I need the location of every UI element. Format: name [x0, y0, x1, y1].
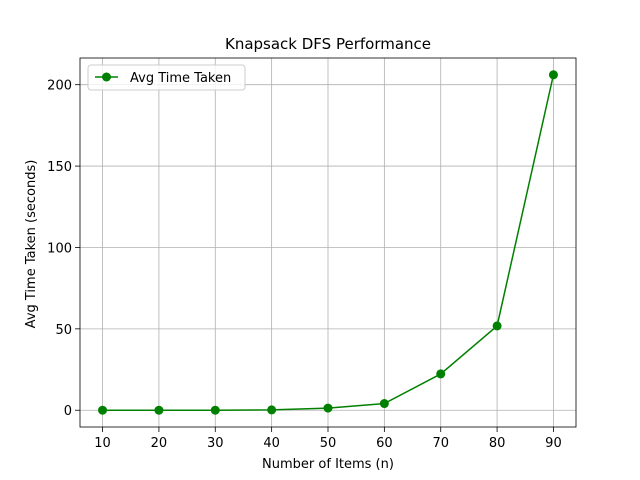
- data-point: [267, 405, 277, 415]
- x-tick-label: 90: [545, 436, 562, 451]
- x-tick-label: 80: [489, 436, 506, 451]
- x-axis-label: Number of Items (n): [262, 457, 394, 472]
- x-tick-label: 30: [207, 436, 224, 451]
- ticks: 10 20 30 40 50 60 70 80 90 0 50 100 150 200: [47, 79, 562, 451]
- x-tick-label: 10: [94, 436, 111, 451]
- data-point: [98, 405, 108, 415]
- chart-title: Knapsack DFS Performance: [225, 35, 431, 53]
- y-tick-label: 50: [55, 323, 72, 338]
- y-tick-label: 150: [47, 160, 72, 175]
- data-point: [379, 399, 389, 409]
- x-tick-label: 70: [432, 436, 449, 451]
- x-tick-label: 20: [151, 436, 168, 451]
- data-point: [154, 405, 164, 415]
- y-tick-label: 200: [47, 79, 72, 94]
- data-point: [210, 405, 220, 415]
- y-tick-label: 100: [47, 241, 72, 256]
- legend-entry: Avg Time Taken: [130, 71, 231, 86]
- x-tick-label: 50: [320, 436, 337, 451]
- data-point: [492, 321, 502, 331]
- series: [98, 70, 558, 415]
- y-axis-label: Avg Time Taken (seconds): [24, 160, 39, 329]
- y-tick-label: 0: [64, 404, 72, 419]
- data-point: [548, 70, 558, 80]
- x-tick-label: 60: [376, 436, 393, 451]
- x-tick-label: 40: [263, 436, 280, 451]
- legend-box: [87, 64, 246, 91]
- data-point: [323, 403, 333, 413]
- data-point: [436, 369, 446, 379]
- legend: Avg Time Taken: [87, 64, 246, 91]
- legend-marker-swatch: [102, 72, 111, 82]
